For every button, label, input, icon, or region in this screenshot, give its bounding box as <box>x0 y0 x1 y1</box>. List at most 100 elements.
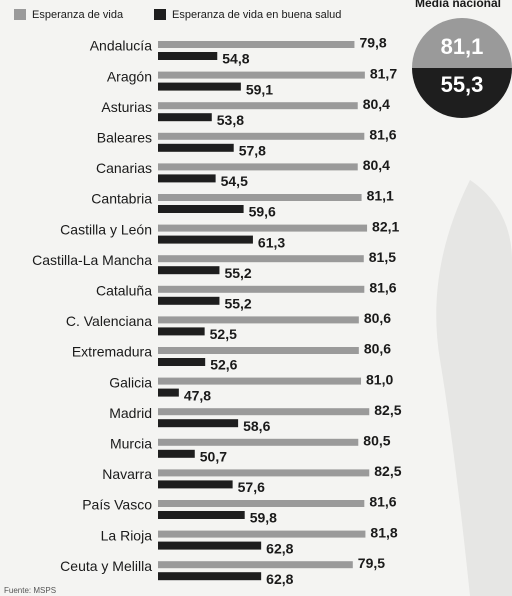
value-label: 53,8 <box>217 112 244 128</box>
category-label: Cantabria <box>91 191 152 207</box>
bar <box>158 102 358 109</box>
bar <box>158 255 364 262</box>
category-label: Castilla-La Mancha <box>32 252 152 268</box>
bar <box>158 408 369 415</box>
category-label: Galicia <box>109 374 152 390</box>
category-label: Asturias <box>101 99 152 115</box>
value-label: 81,6 <box>369 494 396 510</box>
value-label: 47,8 <box>184 387 211 403</box>
value-label: 62,8 <box>266 540 293 556</box>
category-label: Baleares <box>97 130 152 146</box>
value-label: 79,5 <box>358 555 385 571</box>
value-label: 81,6 <box>369 280 396 296</box>
bar <box>158 163 358 170</box>
value-label: 80,5 <box>363 433 390 449</box>
national-value: 55,3 <box>441 72 484 97</box>
category-label: C. Valenciana <box>66 313 152 329</box>
bar <box>158 378 361 385</box>
bar <box>158 205 244 213</box>
value-label: 54,8 <box>222 51 249 67</box>
bar <box>158 347 359 354</box>
value-label: 59,8 <box>250 510 277 526</box>
value-label: 52,5 <box>210 326 237 342</box>
bar <box>158 297 219 305</box>
bar <box>158 327 205 335</box>
figure-illustration <box>436 180 512 596</box>
value-label: 61,3 <box>258 234 285 250</box>
value-label: 80,4 <box>363 96 390 112</box>
value-label: 81,1 <box>367 188 394 204</box>
bar <box>158 500 364 507</box>
category-label: Murcia <box>110 436 152 452</box>
bar <box>158 419 238 427</box>
value-label: 81,8 <box>370 524 397 540</box>
value-label: 55,2 <box>224 265 251 281</box>
chart: Media nacional Fuente: MSPS Esperanza de… <box>0 0 512 596</box>
category-label: La Rioja <box>101 527 153 543</box>
bar <box>158 236 253 244</box>
bar <box>158 113 212 121</box>
bar <box>158 316 359 323</box>
bar <box>158 225 367 232</box>
category-label: Ceuta y Melilla <box>60 558 152 574</box>
bar <box>158 41 354 48</box>
bar <box>158 542 261 550</box>
category-label: Canarias <box>96 160 152 176</box>
bar <box>158 133 364 140</box>
bar <box>158 144 234 152</box>
legend-label: Esperanza de vida <box>32 9 124 21</box>
value-label: 80,6 <box>364 341 391 357</box>
bar <box>158 561 353 568</box>
bar <box>158 266 219 274</box>
value-label: 79,8 <box>359 35 386 51</box>
category-label: Extremadura <box>72 344 152 360</box>
bar <box>158 531 365 538</box>
category-label: Castilla y León <box>60 221 152 237</box>
value-label: 62,8 <box>266 571 293 587</box>
value-label: 52,6 <box>210 357 237 373</box>
bar <box>158 358 205 366</box>
bar <box>158 72 365 79</box>
value-label: 58,6 <box>243 418 270 434</box>
bar <box>158 286 364 293</box>
national-title: Media nacional <box>415 0 501 10</box>
value-label: 82,1 <box>372 218 399 234</box>
category-label: Madrid <box>109 405 152 421</box>
value-label: 81,0 <box>366 371 393 387</box>
value-label: 81,7 <box>370 65 397 81</box>
legend-label: Esperanza de vida en buena salud <box>172 9 341 21</box>
bar <box>158 52 217 60</box>
legend-swatch <box>154 9 166 20</box>
value-label: 57,8 <box>239 143 266 159</box>
bar <box>158 450 195 458</box>
bar <box>158 389 179 397</box>
bar <box>158 439 358 446</box>
value-label: 57,6 <box>238 479 265 495</box>
bar <box>158 469 369 476</box>
value-label: 82,5 <box>374 402 401 418</box>
value-label: 55,2 <box>224 296 251 312</box>
bar <box>158 572 261 580</box>
category-label: Andalucía <box>90 38 152 54</box>
value-label: 59,6 <box>249 204 276 220</box>
legend-swatch <box>14 9 26 20</box>
bar <box>158 194 362 201</box>
value-label: 82,5 <box>374 463 401 479</box>
value-label: 50,7 <box>200 449 227 465</box>
value-label: 80,6 <box>364 310 391 326</box>
value-label: 59,1 <box>246 81 273 97</box>
category-label: Cataluña <box>96 283 152 299</box>
value-label: 81,6 <box>369 127 396 143</box>
category-label: País Vasco <box>82 497 152 513</box>
category-label: Navarra <box>102 466 152 482</box>
value-label: 81,5 <box>369 249 396 265</box>
page: Media nacional Fuente: MSPS Esperanza de… <box>0 0 512 596</box>
bar <box>158 174 216 182</box>
national-value: 81,1 <box>441 34 484 59</box>
value-label: 54,5 <box>221 173 248 189</box>
bar <box>158 480 233 488</box>
bar <box>158 83 241 91</box>
category-label: Aragón <box>107 68 152 84</box>
value-label: 80,4 <box>363 157 390 173</box>
bar <box>158 511 245 519</box>
